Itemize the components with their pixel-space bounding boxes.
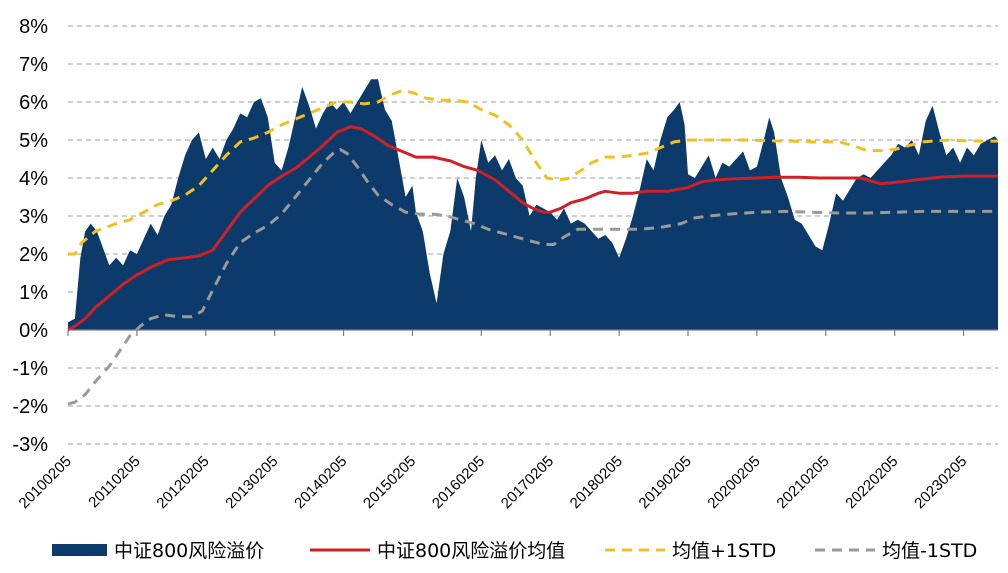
axes [67,329,998,336]
y-tick-label: 7% [19,54,48,76]
y-tick-label: -2% [12,396,48,418]
x-tick-label: 20130205 [222,453,281,512]
x-tick-labels: 20100205 20110205 20120205 20130205 20140205… [16,453,971,512]
legend-item-premium: 中证800风险溢价 [52,540,264,562]
legend-swatch [52,544,107,556]
x-tick-label: 20220205 [842,453,901,512]
y-tick-label: 1% [19,282,48,304]
legend-item-mean-minus-std: 均值-1STD [815,540,977,562]
series-line-mean-minus-std [67,148,998,406]
y-tick-label: 2% [19,244,48,266]
y-tick-label: 8% [19,16,48,38]
series-line-mean-plus-std [68,89,998,256]
series-area-premium [68,79,998,330]
area-series-layer [68,79,998,330]
x-tick-label: 20170205 [498,453,557,512]
y-tick-label: 3% [19,206,48,228]
y-tick-label: 0% [19,320,48,342]
x-tick-label: 20160205 [429,453,488,512]
legend-label: 均值-1STD [882,540,977,562]
y-tick-label: -1% [12,358,48,380]
x-tick-label: 20190205 [636,453,695,512]
y-tick-labels: 8% 7% 6% 5% 4% 3% 2% 1% 0% -1% -2% -3% [12,16,48,456]
y-tick-label: 6% [19,92,48,114]
legend-item-mean: 中证800风险溢价均值 [310,540,565,562]
line-series-layer [67,89,998,406]
legend: 中证800风险溢价 中证800风险溢价均值 均值+1STD 均值-1STD [52,540,977,562]
y-tick-label: -3% [12,434,48,456]
y-tick-label: 4% [19,168,48,190]
x-tick-label: 20230205 [911,453,970,512]
legend-label: 中证800风险溢价 [114,540,264,562]
x-tick-label: 20150205 [360,453,419,512]
series-line-mean [67,125,998,332]
x-tick-label: 20180205 [567,453,626,512]
x-tick-label: 20140205 [291,453,350,512]
legend-label: 中证800风险溢价均值 [377,540,565,562]
x-tick-label: 20120205 [153,453,212,512]
x-tick-label: 20100205 [16,453,75,512]
x-tick-label: 20210205 [773,453,832,512]
x-tick-label: 20110205 [85,453,143,511]
x-tick-label: 20200205 [704,453,763,512]
legend-item-mean-plus-std: 均值+1STD [605,540,776,562]
y-tick-label: 5% [19,130,48,152]
legend-label: 均值+1STD [672,540,776,562]
